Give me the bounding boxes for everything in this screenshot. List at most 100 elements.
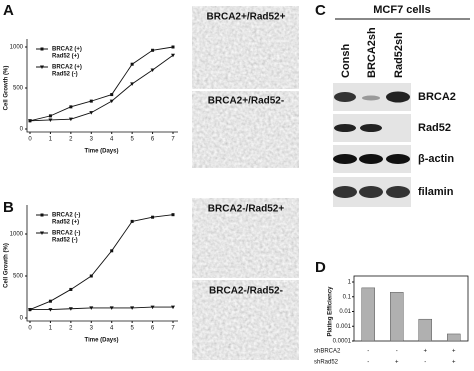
marker (150, 68, 155, 72)
marker (69, 105, 73, 109)
y-tick-label: 500 (13, 86, 24, 92)
micrograph (192, 280, 299, 360)
band (386, 154, 410, 164)
y-tick-label: 0 (20, 127, 24, 133)
x-tick-label: 2 (69, 137, 73, 143)
condition-value: - (367, 360, 369, 366)
micrographs: BRCA2+/Rad52+ BRCA2+/Rad52- BRCA2-/Rad52… (192, 6, 299, 360)
marker (89, 99, 93, 103)
y-tick-label: 1 (348, 280, 352, 286)
legend-label: BRCA2 (-) (52, 231, 80, 237)
x-tick-label: 7 (171, 326, 175, 332)
marker (171, 213, 175, 217)
micrograph (192, 198, 299, 278)
marker (28, 119, 32, 123)
lane-label: BRCA2sh (366, 27, 378, 78)
condition-value: - (396, 349, 398, 355)
marker (130, 219, 134, 223)
marker (69, 287, 73, 291)
panel-letter: B (3, 199, 14, 216)
micrograph (192, 6, 299, 89)
y-axis-label: Cell Growth (%) (4, 243, 10, 288)
micrograph-label: BRCA2+/Rad52- (208, 96, 284, 107)
x-tick-label: 3 (90, 137, 94, 143)
condition-name: shBRCA2 (314, 349, 341, 355)
y-tick-label: 0.1 (343, 294, 352, 300)
series-line (30, 306, 173, 311)
condition-value: + (423, 349, 427, 355)
x-tick-label: 0 (28, 137, 32, 143)
micrograph-label: BRCA2+/Rad52+ (207, 12, 286, 23)
micrograph-label: BRCA2-/Rad52- (209, 286, 283, 297)
band (359, 154, 383, 164)
series-line (29, 214, 174, 311)
band (333, 186, 357, 198)
micrograph-label: BRCA2-/Rad52+ (208, 204, 285, 215)
marker (109, 99, 114, 104)
x-tick-label: 5 (130, 137, 134, 143)
condition-value: + (452, 360, 456, 366)
condition-value: + (452, 349, 456, 355)
x-tick-label: 4 (110, 137, 114, 143)
series-line (29, 46, 174, 122)
marker (48, 299, 52, 303)
micrograph (192, 91, 299, 168)
x-tick-label: 0 (28, 326, 32, 332)
x-tick-label: 2 (69, 326, 73, 332)
condition-value: - (424, 360, 426, 366)
band (386, 186, 410, 198)
marker (68, 307, 73, 311)
marker (150, 305, 155, 310)
marker (48, 114, 52, 118)
panel-letter: C (315, 2, 326, 19)
marker (68, 117, 73, 122)
x-tick-label: 3 (90, 326, 94, 332)
legend-label: Rad52 (-) (52, 72, 78, 78)
legend-marker (40, 213, 44, 217)
marker (89, 111, 94, 115)
marker (48, 308, 53, 312)
y-tick-label: 1000 (10, 232, 24, 238)
x-tick-label: 5 (130, 326, 134, 332)
y-tick-label: 500 (13, 274, 24, 280)
marker (171, 305, 175, 310)
panel-letter: A (3, 2, 14, 19)
marker (110, 249, 114, 253)
marker (89, 274, 93, 278)
band (333, 154, 357, 164)
legend-label: BRCA2 (+) (52, 47, 82, 53)
axis (26, 39, 178, 133)
marker (130, 306, 135, 310)
x-tick-label: 6 (151, 137, 155, 143)
legend-label: BRCA2 (+) (52, 65, 82, 71)
marker (171, 53, 175, 58)
y-tick-label: 0.01 (339, 309, 351, 315)
band (362, 95, 380, 101)
band (360, 124, 382, 132)
lane-label: Consh (340, 44, 352, 79)
condition-value: + (395, 360, 399, 366)
marker (130, 62, 134, 66)
marker (48, 118, 53, 122)
bar (418, 318, 432, 342)
bar (361, 287, 375, 342)
row-label: β-actin (418, 153, 454, 165)
x-axis-label: Time (Days) (85, 338, 119, 344)
x-tick-label: 1 (49, 137, 53, 143)
row-label: Rad52 (418, 122, 451, 134)
y-axis-label: Cell Growth (%) (4, 66, 10, 111)
y-axis-label: Plating Efficiency (328, 286, 334, 337)
band (334, 124, 356, 132)
legend-label: Rad52 (+) (52, 220, 79, 226)
condition-value: - (367, 349, 369, 355)
series-line (29, 54, 174, 122)
y-tick-label: 0.001 (336, 324, 352, 330)
legend-label: Rad52 (+) (52, 54, 79, 60)
legend-label: Rad52 (-) (52, 238, 78, 244)
marker (110, 93, 114, 97)
y-tick-label: 1000 (10, 45, 24, 51)
condition-name: shRad52 (314, 360, 339, 366)
band (334, 92, 356, 102)
lane-label: Rad52sh (393, 32, 405, 78)
